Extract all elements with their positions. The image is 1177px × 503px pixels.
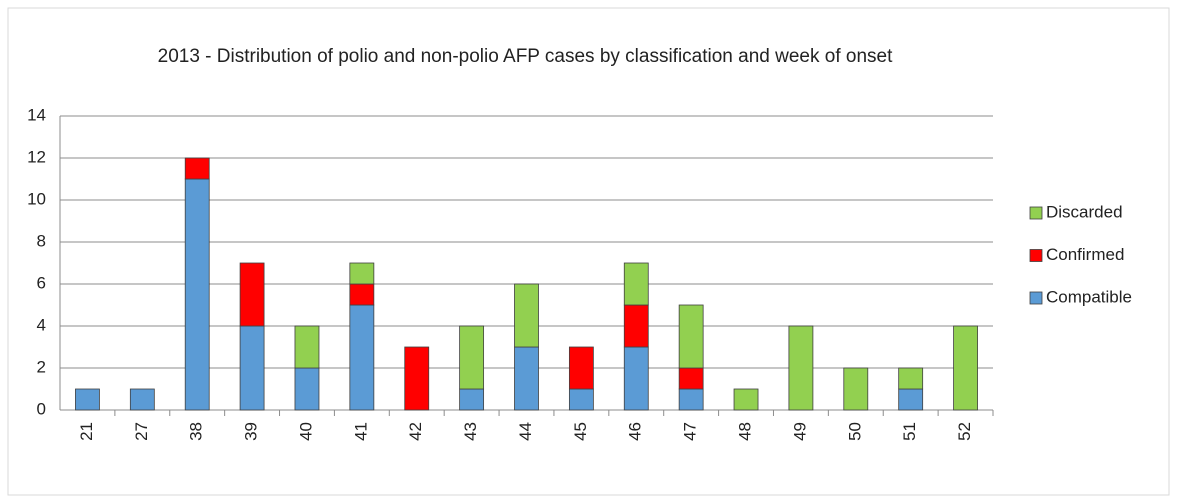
bar-segment [239, 325, 265, 411]
y-tick-label: 14 [27, 105, 46, 124]
bar-segment [404, 346, 430, 411]
bar-segment [678, 388, 704, 411]
y-tick-label: 6 [37, 273, 46, 292]
bar-segment [514, 283, 539, 348]
chart-title: 2013 - Distribution of polio and non-pol… [158, 46, 893, 67]
bar-segment [349, 304, 375, 411]
bar-segment [623, 262, 649, 306]
bar-segment [678, 304, 704, 369]
bar-segment [75, 388, 100, 411]
x-tick-label: 52 [955, 422, 974, 441]
legend-swatch [1029, 291, 1043, 305]
bar-segment [568, 388, 594, 411]
x-tick-label: 40 [296, 422, 315, 441]
x-tick-label: 44 [516, 422, 535, 441]
bar-segment [349, 283, 375, 306]
bar-segment [898, 367, 924, 390]
bar-segment [843, 367, 869, 411]
y-tick-label: 0 [37, 399, 46, 418]
x-tick-label: 39 [242, 422, 261, 441]
bar-segment [623, 346, 649, 411]
bar-segment [294, 325, 320, 369]
bar-segment [733, 388, 759, 411]
bar-segment [294, 367, 320, 411]
legend-label: Compatible [1046, 287, 1132, 306]
x-tick-label: 45 [571, 422, 590, 441]
y-tick-label: 10 [27, 189, 46, 208]
x-tick-label: 48 [736, 422, 755, 441]
y-tick-label: 12 [27, 147, 46, 166]
bar-segment [568, 346, 594, 390]
x-tick-label: 41 [351, 422, 370, 441]
bar-segment [349, 262, 375, 285]
x-tick-label: 49 [790, 422, 809, 441]
legend-label: Confirmed [1046, 245, 1124, 264]
bar-segment [459, 325, 485, 390]
bar-segment [788, 325, 814, 411]
x-tick-label: 27 [132, 422, 151, 441]
bar-segment [184, 157, 210, 180]
chart-frame [7, 7, 1170, 496]
bar-segment [953, 325, 978, 411]
x-tick-label: 51 [900, 422, 919, 441]
bar-segment [129, 388, 155, 411]
legend-swatch [1029, 249, 1043, 262]
x-tick-label: 38 [187, 422, 206, 441]
legend-swatch [1029, 206, 1043, 220]
x-tick-label: 50 [845, 422, 864, 441]
x-tick-label: 46 [626, 422, 645, 441]
x-tick-label: 47 [681, 422, 700, 441]
bar-segment [184, 178, 210, 411]
y-tick-label: 2 [37, 357, 46, 376]
y-tick-label: 8 [37, 231, 46, 250]
bar-segment [678, 367, 704, 390]
x-tick-label: 43 [461, 422, 480, 441]
bar-segment [898, 388, 924, 411]
y-tick-label: 4 [37, 315, 46, 334]
bar-segment [239, 262, 265, 327]
legend-label: Discarded [1046, 202, 1123, 221]
bar-segment [459, 388, 485, 411]
bar-segment [623, 304, 649, 348]
x-tick-label: 21 [77, 422, 96, 441]
x-tick-label: 42 [406, 422, 425, 441]
bar-segment [514, 346, 539, 411]
